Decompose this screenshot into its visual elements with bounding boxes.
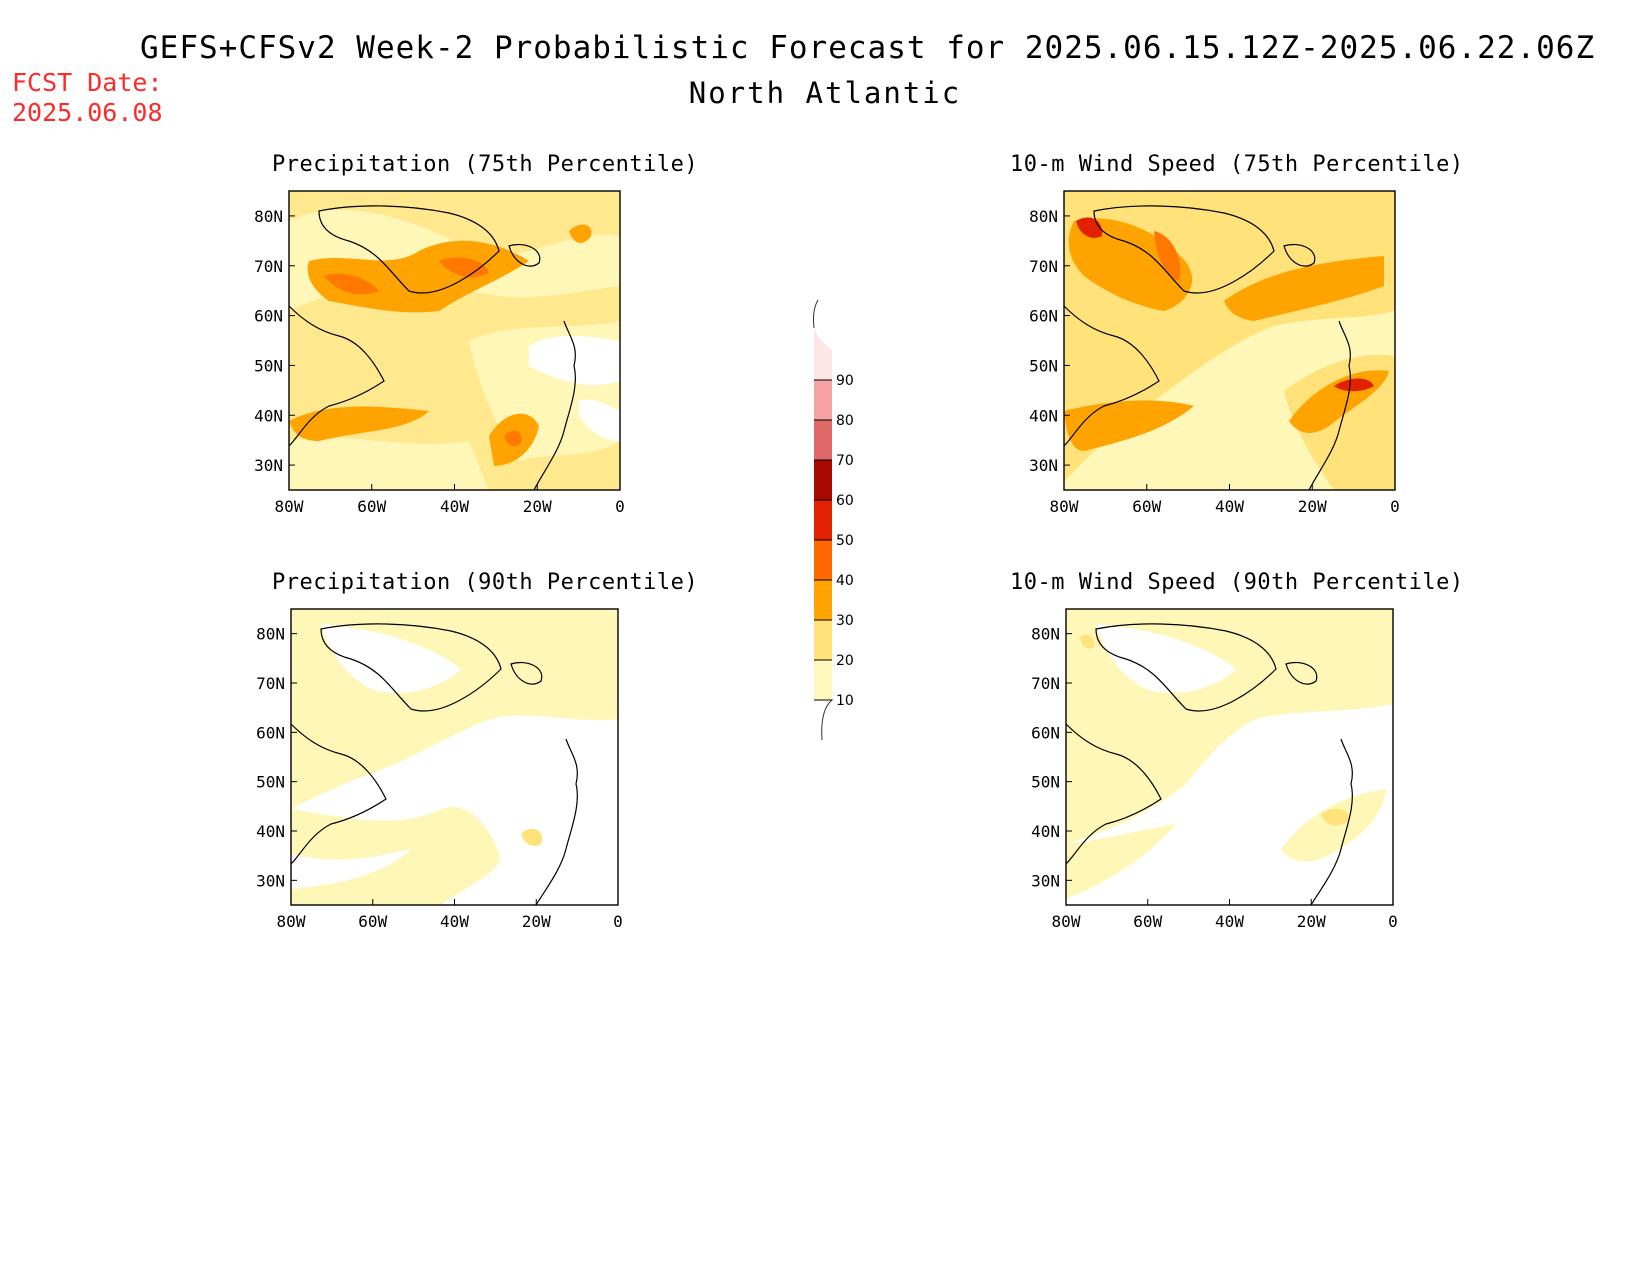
colorbar-swatch [814,380,832,420]
lon-tick-label: 60W [1133,912,1162,931]
lat-tick-label: 70N [1031,674,1060,693]
lat-tick-label: 60N [1029,307,1058,326]
lon-tick-label: 20W [1298,497,1327,516]
lat-tick-label: 60N [256,723,285,742]
colorbar-upper-extension [813,299,819,329]
lon-tick-label: 40W [440,497,469,516]
colorbar-swatch [814,580,832,620]
colorbar-swatch [814,328,832,380]
lat-tick-label: 80N [1029,207,1058,226]
lon-tick-label: 20W [523,497,552,516]
panel-title-wind-75: 10-m Wind Speed (75th Percentile) [1010,152,1464,177]
lon-tick-label: 40W [1215,497,1244,516]
forecast-date: FCST Date: 2025.06.08 [12,68,163,128]
lon-tick-label: 0 [1388,912,1398,931]
lat-tick-label: 30N [1029,456,1058,475]
lat-tick-label: 30N [256,871,285,890]
lat-tick-label: 30N [254,456,283,475]
colorbar-swatch [814,420,832,460]
colorbar-level-label: 60 [836,493,854,509]
panel-title-precip-75: Precipitation (75th Percentile) [272,152,699,177]
lon-tick-label: 0 [615,497,625,516]
map-precip-90: 80N 70N 60N 50N 40N 30N 80W 60W 40W 20W 0 [256,608,623,931]
lon-tick-label: 40W [1215,912,1244,931]
lat-tick-label: 30N [1031,871,1060,890]
colorbar-swatch [814,540,832,580]
lat-tick-label: 50N [1031,773,1060,792]
lat-tick-label: 80N [1031,625,1060,644]
lon-tick-label: 20W [522,912,551,931]
lon-tick-label: 80W [1050,497,1079,516]
colorbar-level-label: 90 [836,373,854,389]
colorbar-level-label: 20 [836,653,854,669]
lat-tick-label: 60N [1031,723,1060,742]
lat-tick-label: 70N [1029,257,1058,276]
region-subtitle: North Atlantic [688,76,962,110]
lon-tick-label: 60W [357,497,386,516]
map-wind-75: 80N 70N 60N 50N 40N 30N 80W 60W 40W 20W 0 [1029,190,1400,516]
lat-tick-label: 70N [256,674,285,693]
colorbar-level-label: 80 [836,413,854,429]
lon-tick-label: 80W [1052,912,1081,931]
colorbar: 10 20 30 40 50 60 70 80 90 [813,299,854,741]
forecast-date-value: 2025.06.08 [12,98,163,127]
map-wind-90: 80N 70N 60N 50N 40N 30N 80W 60W 40W 20W 0 [1031,608,1398,931]
lat-tick-label: 70N [254,257,283,276]
colorbar-level-label: 50 [836,533,854,549]
lat-tick-label: 80N [254,207,283,226]
panel-title-precip-90: Precipitation (90th Percentile) [272,570,699,595]
lat-tick-label: 60N [254,307,283,326]
lat-tick-label: 40N [1031,822,1060,841]
lat-tick-label: 50N [256,773,285,792]
colorbar-swatch [814,500,832,540]
colorbar-level-label: 70 [836,453,854,469]
lat-tick-label: 40N [1029,406,1058,425]
lat-tick-label: 40N [254,406,283,425]
colorbar-swatch [814,660,832,700]
lat-tick-label: 80N [256,625,285,644]
colorbar-swatch [814,460,832,500]
forecast-date-label: FCST Date: [12,68,163,97]
lon-tick-label: 60W [358,912,387,931]
colorbar-level-label: 10 [836,693,854,709]
lon-tick-label: 60W [1132,497,1161,516]
lon-tick-label: 0 [613,912,623,931]
lat-tick-label: 50N [1029,356,1058,375]
colorbar-level-label: 40 [836,573,854,589]
colorbar-swatch [814,620,832,660]
main-title: GEFS+CFSv2 Week-2 Probabilistic Forecast… [140,30,1596,66]
lat-tick-label: 50N [254,356,283,375]
lat-tick-label: 40N [256,822,285,841]
colorbar-level-label: 30 [836,613,854,629]
colorbar-lower-extension [814,699,834,741]
panel-title-wind-90: 10-m Wind Speed (90th Percentile) [1010,570,1464,595]
lon-tick-label: 80W [277,912,306,931]
lon-tick-label: 20W [1297,912,1326,931]
map-precip-75: 80N 70N 60N 50N 40N 30N 80W 60W 40W 20W 0 [254,190,625,516]
lon-tick-label: 0 [1390,497,1400,516]
lon-tick-label: 80W [275,497,304,516]
lon-tick-label: 40W [440,912,469,931]
